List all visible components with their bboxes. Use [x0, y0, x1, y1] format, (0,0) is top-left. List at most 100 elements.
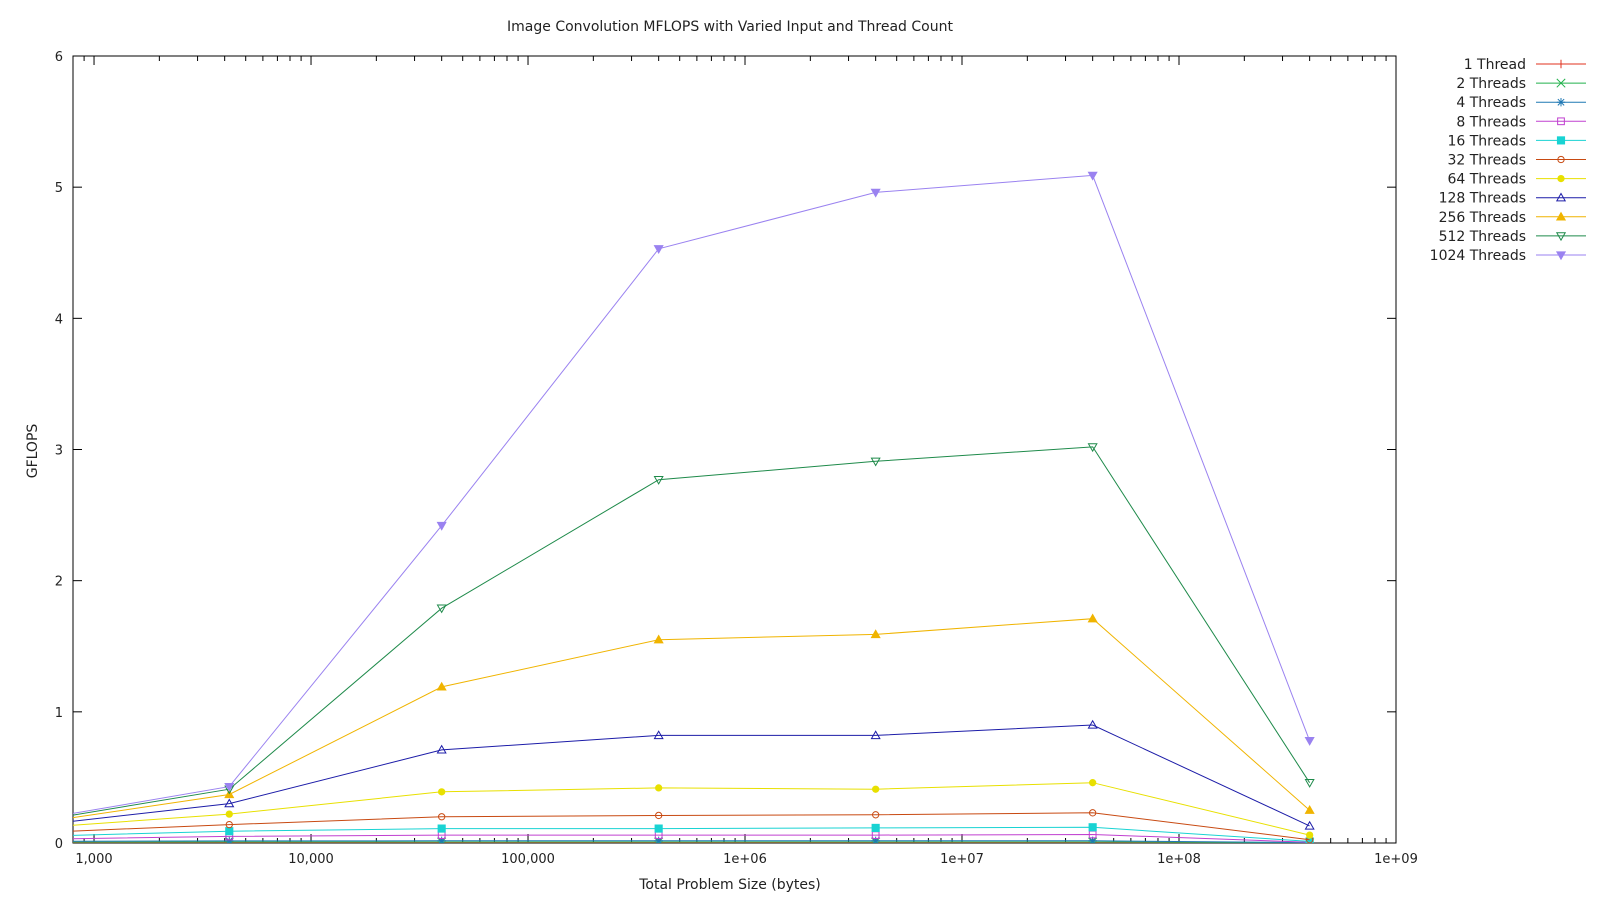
- legend-label: 64 Threads: [1447, 172, 1526, 188]
- data-point: [225, 810, 233, 818]
- data-point: [653, 476, 664, 485]
- legend-label: 1 Thread: [1464, 57, 1526, 73]
- legend-marker: [1555, 232, 1567, 242]
- data-point: [870, 629, 881, 639]
- data-point: [1089, 779, 1097, 787]
- data-point: [870, 457, 881, 467]
- data-point: [437, 836, 446, 843]
- data-point: [1088, 836, 1097, 843]
- legend-label: 32 Threads: [1447, 153, 1526, 169]
- data-point: [871, 823, 880, 832]
- series-128-threads: [73, 719, 1315, 830]
- series-line: [73, 618, 1310, 819]
- legend-marker: [1556, 78, 1566, 88]
- series-64-threads: [73, 779, 1314, 839]
- series-line: [73, 833, 1310, 843]
- data-point: [1304, 779, 1315, 788]
- legend-item: 512 Threads: [1439, 229, 1586, 245]
- y-tick-label: 5: [55, 181, 63, 196]
- x-tick-label: 1e+08: [1157, 852, 1201, 867]
- x-tick-label: 1e+06: [723, 852, 767, 867]
- y-tick-label: 2: [55, 575, 63, 590]
- data-point: [871, 836, 880, 843]
- data-point: [436, 604, 447, 614]
- legend-marker: [1556, 59, 1566, 69]
- x-tick-label: 100,000: [501, 852, 555, 867]
- legend-marker: [1555, 211, 1567, 221]
- data-point: [436, 521, 447, 531]
- data-point: [872, 785, 880, 793]
- data-point: [654, 836, 663, 843]
- data-point: [224, 782, 235, 792]
- data-point: [654, 824, 663, 833]
- data-point: [1304, 737, 1315, 746]
- legend-label: 4 Threads: [1456, 95, 1526, 111]
- data-point: [653, 634, 664, 644]
- legend-marker: [1556, 98, 1566, 107]
- data-point: [438, 813, 446, 821]
- series-1024-threads: [73, 171, 1315, 814]
- series-layer: [73, 171, 1315, 843]
- data-point: [655, 811, 663, 820]
- legend-item: 16 Threads: [1447, 133, 1586, 149]
- y-tick-label: 1: [55, 706, 63, 721]
- x-tick-label: 1,000: [75, 852, 112, 867]
- data-point: [437, 824, 446, 833]
- data-point: [1087, 171, 1098, 181]
- series-8-threads: [73, 830, 1314, 843]
- series-line: [73, 724, 1310, 827]
- data-point: [653, 730, 664, 740]
- legend-item: 8 Threads: [1456, 114, 1586, 130]
- legend-label: 8 Threads: [1456, 114, 1526, 130]
- data-point: [1304, 820, 1315, 830]
- data-point: [872, 811, 880, 819]
- series-line: [73, 812, 1310, 841]
- legend-marker: [1556, 136, 1566, 145]
- data-point: [225, 827, 234, 836]
- legend-item: 1 Thread: [1464, 57, 1586, 73]
- data-point: [1304, 805, 1315, 814]
- x-axis: 1,000 10,000 100,000 1e+06 1e+07 1e+08 1e+09: [72, 56, 1418, 867]
- legend-marker: [1557, 117, 1565, 126]
- data-point: [1087, 719, 1098, 729]
- legend-marker: [1555, 251, 1567, 261]
- x-tick-label: 10,000: [288, 852, 334, 867]
- x-tick-label: 1e+07: [940, 852, 984, 867]
- data-point: [870, 188, 881, 198]
- data-point: [436, 681, 447, 691]
- legend-label: 16 Threads: [1447, 133, 1526, 149]
- legend-item: 4 Threads: [1456, 95, 1586, 111]
- legend-item: 64 Threads: [1447, 172, 1586, 188]
- data-point: [1087, 613, 1098, 623]
- legend-label: 512 Threads: [1439, 229, 1526, 245]
- series-256-threads: [73, 613, 1315, 819]
- data-point: [653, 245, 664, 255]
- data-point: [225, 836, 234, 843]
- legend-label: 1024 Threads: [1430, 248, 1526, 264]
- legend-item: 2 Threads: [1456, 76, 1586, 92]
- legend-item: 128 Threads: [1439, 191, 1586, 207]
- data-point: [224, 798, 235, 808]
- legend-marker: [1557, 155, 1565, 164]
- data-point: [870, 730, 881, 740]
- legend-marker: [1555, 192, 1567, 202]
- data-point: [225, 820, 233, 829]
- data-point: [1088, 823, 1097, 832]
- legend-item: 32 Threads: [1447, 153, 1586, 169]
- legend-label: 128 Threads: [1439, 191, 1526, 207]
- y-tick-label: 3: [55, 444, 63, 459]
- series-line: [73, 174, 1311, 814]
- data-point: [438, 788, 446, 796]
- x-tick-label: 1e+09: [1374, 852, 1418, 867]
- y-tick-label: 4: [55, 312, 63, 327]
- legend-marker: [1557, 174, 1565, 183]
- y-axis-label: GFLOPS: [25, 424, 41, 479]
- legend-label: 256 Threads: [1439, 210, 1526, 226]
- legend: 1 Thread 2 Threads 4 Threads 8 Threads 16 Th…: [1430, 57, 1586, 264]
- legend-item: 1024 Threads: [1430, 248, 1586, 264]
- x-axis-label: Total Problem Size (bytes): [638, 877, 821, 893]
- chart-title: Image Convolution MFLOPS with Varied Inp…: [507, 19, 953, 35]
- y-axis: 0 1 2 3 4 5 6: [55, 50, 1396, 852]
- series-512-threads: [73, 443, 1315, 816]
